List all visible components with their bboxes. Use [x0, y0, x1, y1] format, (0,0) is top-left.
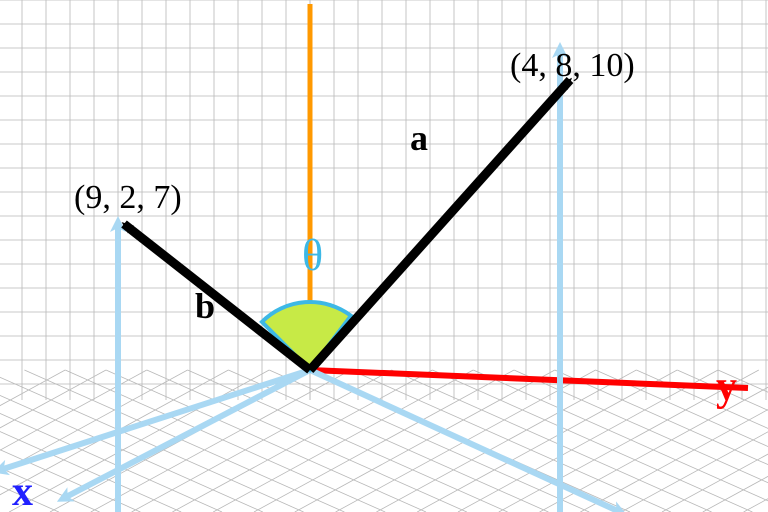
vector-a-coords: (4, 8, 10)	[510, 47, 635, 84]
vector-a-label: a	[410, 118, 428, 158]
vector-b-label: b	[195, 286, 215, 326]
vector-b-coords: (9, 2, 7)	[74, 179, 182, 216]
theta-label: θ	[302, 231, 323, 280]
vector-diagram: y x b (9, 2, 7) a (4, 8, 10) θ	[0, 0, 768, 512]
x-axis-label: x	[12, 469, 33, 512]
y-axis-label: y	[716, 364, 737, 410]
